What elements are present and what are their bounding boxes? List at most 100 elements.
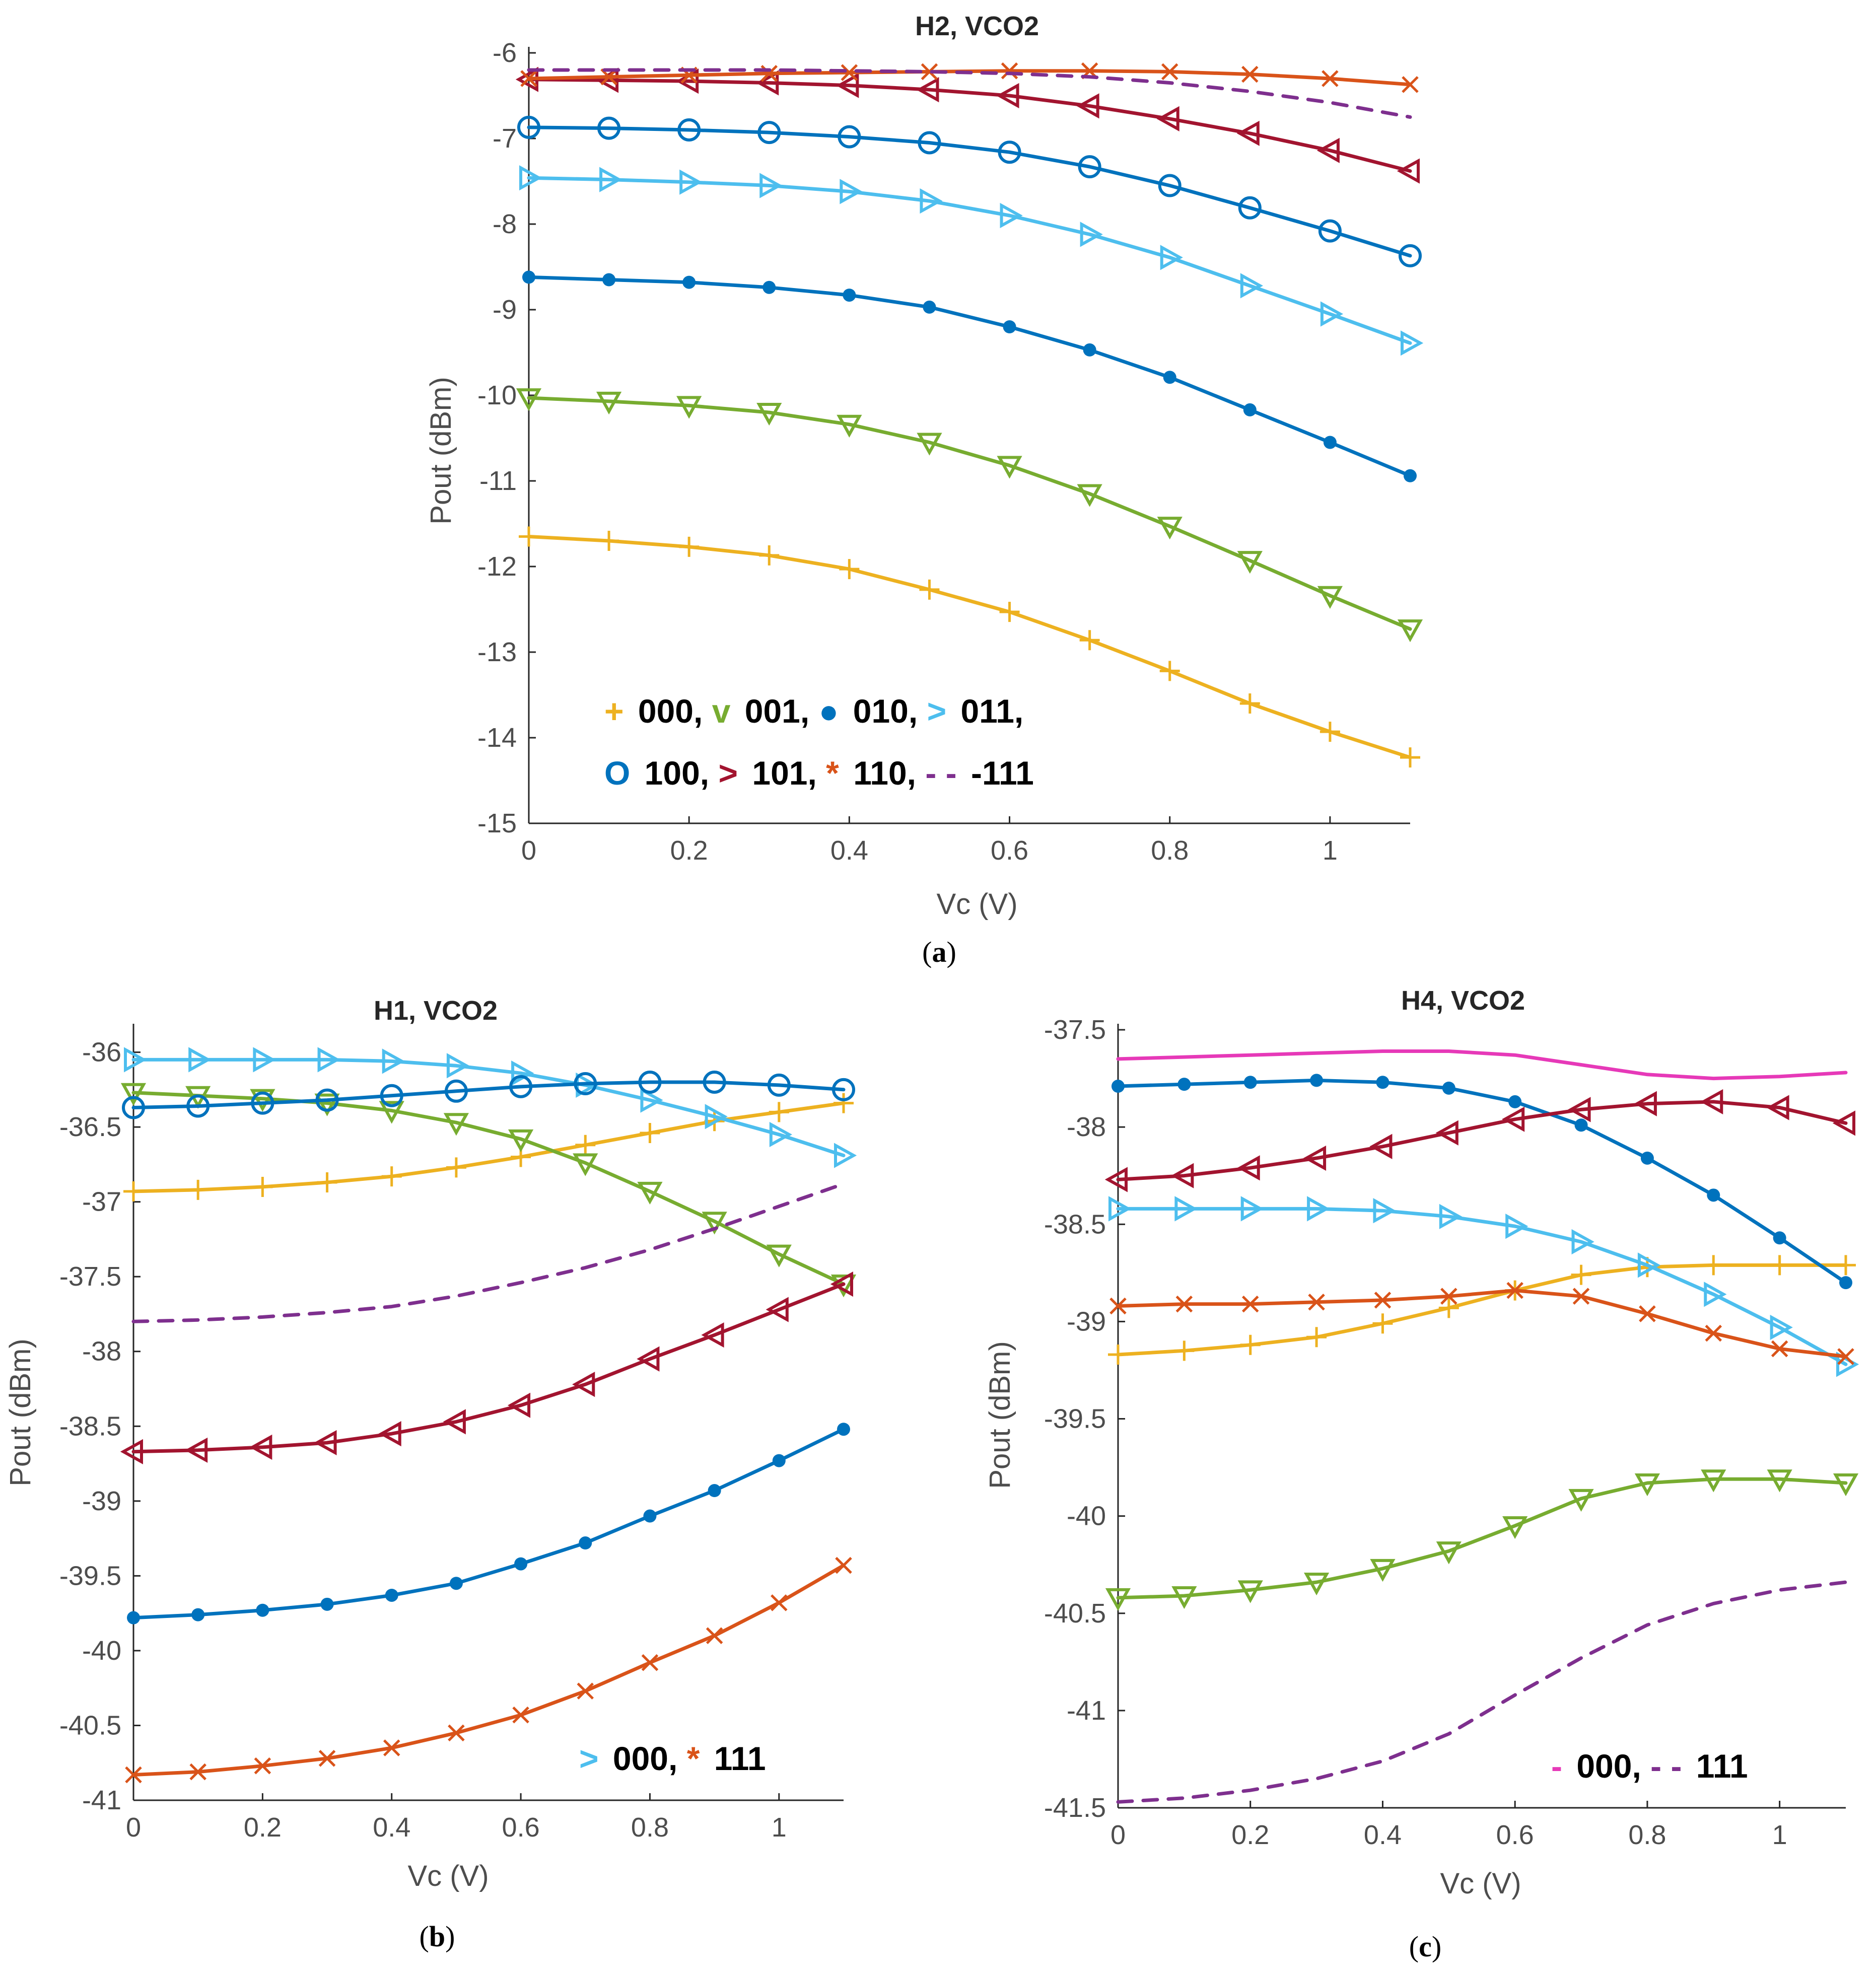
data-point-x — [771, 1594, 788, 1611]
panel-caption: (c) — [1409, 1930, 1441, 1963]
data-point-dot — [191, 1608, 205, 1621]
x-axis-label: Vc (V) — [1440, 1867, 1521, 1900]
legend-entry: 110, — [844, 754, 926, 792]
data-point-dot — [1640, 1151, 1654, 1165]
data-point-tri-right — [759, 173, 783, 198]
data-point-tri-left — [830, 1271, 853, 1297]
x-tick-label: 1 — [772, 1812, 787, 1843]
data-point-tri-right — [1160, 245, 1183, 270]
data-point-x — [520, 70, 537, 87]
legend-symbol: * — [687, 1740, 700, 1777]
data-point-tri-down — [1568, 1489, 1594, 1512]
series-line — [527, 68, 1412, 119]
series-001 — [120, 1083, 857, 1298]
data-point-plus — [1372, 1313, 1393, 1334]
data-point-dot — [1111, 1080, 1125, 1093]
data-point-circle — [832, 1078, 855, 1101]
data-point-dot — [843, 289, 856, 302]
panel-b: H1, VCO2 Vc (V) Pout (dBm) (b) -41-40.5-… — [4, 996, 857, 1953]
data-point-tri-down — [1237, 1580, 1263, 1603]
y-tick-label: -36 — [82, 1037, 121, 1068]
data-point-tri-left — [314, 1430, 337, 1456]
data-point-tri-down — [637, 1181, 663, 1205]
data-point-dot — [1839, 1276, 1852, 1290]
series-line — [1116, 1100, 1848, 1181]
series-line — [131, 1182, 846, 1323]
data-point-tri-down — [1157, 517, 1183, 540]
series-110 — [1109, 1282, 1854, 1365]
data-point-tri-down — [1370, 1559, 1396, 1582]
data-point-tri-right — [1108, 1196, 1132, 1222]
data-point-tri-left — [1316, 137, 1340, 163]
data-point-x — [706, 1627, 723, 1644]
data-point-tri-left — [756, 70, 779, 96]
series-line — [1116, 1078, 1848, 1285]
legend-entry: 111 — [705, 1740, 766, 1777]
data-point-tri-down — [997, 456, 1022, 479]
y-tick-label: -37.5 — [59, 1261, 121, 1292]
y-tick-label: -12 — [477, 551, 517, 582]
data-point-x — [1374, 1292, 1392, 1309]
data-point-tri-right — [840, 179, 863, 204]
data-point-plus — [1079, 630, 1100, 651]
caption-letter: b — [429, 1920, 445, 1953]
series-101 — [515, 66, 1420, 184]
data-point-x — [1241, 1295, 1259, 1313]
data-point-circle — [186, 1094, 210, 1118]
x-tick-label: 0.8 — [631, 1812, 669, 1843]
data-point-x — [1241, 65, 1259, 83]
series-line — [131, 1564, 846, 1777]
series-line — [527, 275, 1412, 478]
data-point-tri-right — [1240, 273, 1263, 299]
data-point-circle — [1078, 155, 1101, 179]
series-line — [131, 1427, 846, 1620]
data-point-dot — [772, 1454, 786, 1467]
legend-entry: 000, — [1567, 1747, 1650, 1785]
data-point-dot — [923, 300, 936, 314]
data-point-x — [1175, 1295, 1193, 1313]
y-tick-label: -39 — [1067, 1306, 1106, 1336]
data-point-plus — [317, 1172, 337, 1193]
series-101 — [1104, 1089, 1855, 1192]
data-point-tri-right — [1080, 222, 1103, 247]
data-point-tri-down — [250, 1089, 275, 1112]
data-point-circle — [767, 1073, 791, 1097]
data-point-tri-right — [1174, 1196, 1198, 1222]
data-point-tri-left — [1303, 1145, 1327, 1171]
data-point-tri-right — [640, 1087, 663, 1113]
data-point-tri-left — [1568, 1097, 1591, 1122]
data-point-plus — [679, 536, 700, 557]
data-point-dot — [1083, 343, 1096, 357]
data-point-x — [125, 1766, 142, 1784]
data-point-tri-left — [572, 1372, 595, 1397]
data-point-x — [383, 1739, 400, 1756]
series-line — [527, 535, 1412, 759]
x-tick-label: 1 — [1323, 835, 1338, 866]
data-point-dot — [682, 275, 696, 289]
data-point-tri-right — [705, 1104, 728, 1130]
data-point-tri-down — [1317, 586, 1343, 609]
data-point-tri-right — [1320, 301, 1344, 327]
data-point-tri-right — [834, 1143, 857, 1168]
y-tick-label: -8 — [493, 209, 517, 239]
y-tick-label: -9 — [493, 295, 517, 325]
data-point-tri-right — [519, 165, 542, 191]
data-point-circle — [315, 1088, 339, 1112]
data-point-plus — [759, 545, 780, 566]
data-point-plus — [575, 1135, 596, 1155]
data-point-dot — [1508, 1095, 1522, 1108]
panel-c: H4, VCO2 Vc (V) Pout (dBm) (c) -41.5-41-… — [984, 985, 1859, 1963]
data-point-tri-right — [446, 1053, 470, 1079]
data-point-plus — [1319, 722, 1340, 742]
legend-entry: 000, — [629, 692, 712, 730]
y-tick-label: -10 — [477, 380, 517, 410]
data-point-plus — [999, 602, 1020, 622]
y-tick-label: -37 — [82, 1187, 121, 1217]
data-point-x — [1705, 1324, 1722, 1342]
data-point-tri-right — [1401, 330, 1424, 356]
panel-caption: (a) — [922, 936, 956, 968]
legend-entry: 101, — [743, 754, 826, 792]
x-tick-label: 0.6 — [502, 1812, 540, 1843]
data-point-x — [600, 68, 617, 86]
data-point-tri-left — [1076, 93, 1099, 119]
